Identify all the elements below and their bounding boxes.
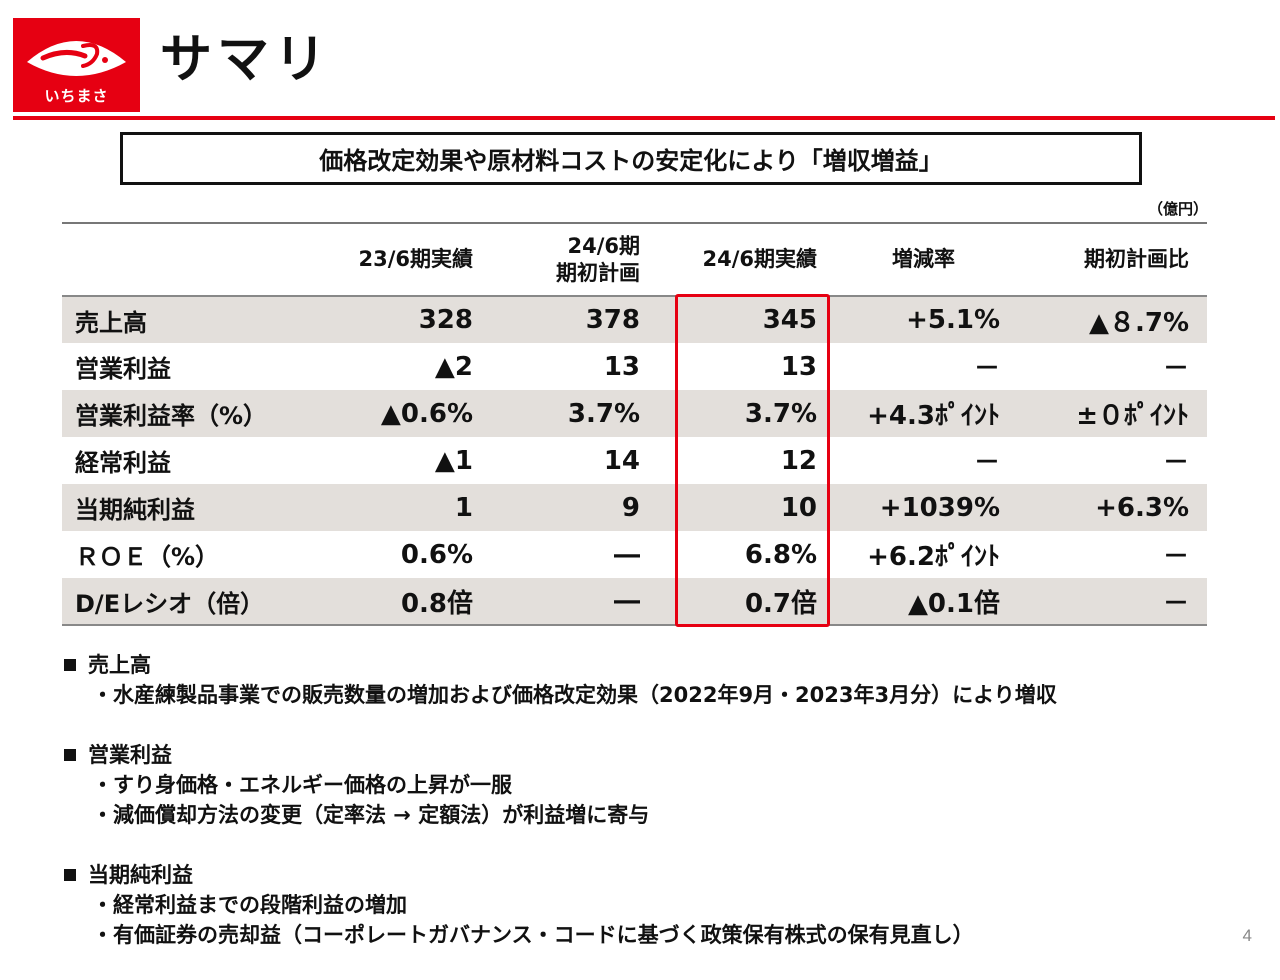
note-heading-text: 営業利益 [88,743,172,767]
square-bullet-icon [64,659,76,671]
table-row: 経常利益 ▲1 14 12 － － [62,437,1207,484]
table-cell: 0.7倍 [744,588,817,619]
note-heading: 売上高 [64,650,1244,680]
notes-section: 売上高・水産練製品事業での販売数量の増加および価格改定効果（2022年9月・20… [64,650,1244,980]
table-cell: +6.2ﾎﾟｲﾝﾄ [867,542,1000,572]
headline-text: 価格改定効果や原材料コストの安定化により「増収増益」 [319,147,943,175]
table-cell: 0.6% [400,539,473,570]
table-row: 売上高 328 378 345 +5.1% ▲８.7% [62,296,1207,343]
note-item: ・すり身価格・エネルギー価格の上昇が一服 [92,773,512,797]
logo-text: いちまさ [44,87,109,105]
table-cell: － [1162,588,1189,619]
row-label: D/Eレシオ（倍） [75,589,265,618]
row-label: ＲＯＥ（%） [75,543,220,571]
table-row: D/Eレシオ（倍） 0.8倍 ― 0.7倍 ▲0.1倍 － [62,578,1207,625]
header-cell: 24/6期 期初計画 [485,222,652,297]
unit-label: （億円） [1147,200,1208,218]
table-row: ＲＯＥ（%） 0.6% ― 6.8% +6.2ﾎﾟｲﾝﾄ － [62,531,1207,578]
table-cell: ― [614,539,640,570]
note-item: ・有価証券の売却益（コーポレートガバナンス・コードに基づく政策保有株式の保有見直… [92,923,974,947]
table-cell: － [1162,448,1189,478]
table-cell: 13 [603,351,640,382]
company-logo: いちまさ [13,18,140,112]
table-cell: +1039% [879,492,1000,523]
title-divider [13,116,1275,120]
row-label: 営業利益率（%） [75,402,268,430]
note-item: ・経常利益までの段階利益の増加 [92,893,407,917]
page-number: 4 [1242,926,1252,945]
note-section: 営業利益・すり身価格・エネルギー価格の上昇が一服・減価償却方法の変更（定率法 →… [64,740,1244,830]
row-label: 当期純利益 [75,496,195,524]
table-cell: ▲８.7% [1088,307,1189,338]
table-cell: 345 [762,305,817,335]
table-cell: 328 [418,305,473,335]
note-section: 売上高・水産練製品事業での販売数量の増加および価格改定効果（2022年9月・20… [64,650,1244,710]
square-bullet-icon [64,869,76,881]
table-row: 営業利益 ▲2 13 13 － － [62,343,1207,390]
table-cell: 14 [603,445,640,476]
table-cell: 0.8倍 [400,588,473,619]
square-bullet-icon [64,749,76,761]
table-cell: ▲2 [434,351,473,382]
note-section: 当期純利益・経常利益までの段階利益の増加・有価証券の売却益（コーポレートガバナン… [64,860,1244,950]
note-item: ・減価償却方法の変更（定率法 → 定額法）が利益増に寄与 [92,803,650,827]
table-cell: +5.1% [906,305,1000,335]
table-cell: ±０ﾎﾟｲﾝﾄ [1076,401,1189,431]
header-cell [62,222,315,297]
page-title: サマリ [160,30,332,90]
table-cell: － [973,448,1000,478]
header-cell: 24/6期実績 [652,222,835,297]
table-cell: 13 [780,351,817,382]
table-cell: － [1162,354,1189,384]
fan-emblem-icon [27,41,126,76]
note-heading-text: 当期純利益 [88,863,193,887]
note-heading: 当期純利益 [64,860,1244,890]
summary-table: 23/6期実績 24/6期 期初計画 24/6期実績 増減率 期初計画比 売上高 3… [62,222,1207,626]
table-cell: +4.3ﾎﾟｲﾝﾄ [867,401,1000,431]
row-label: 営業利益 [75,355,171,383]
header-cell: 23/6期実績 [315,222,485,297]
row-label: 経常利益 [75,449,171,477]
table-cell: 12 [780,445,817,476]
header-cell: 期初計画比 [1012,222,1207,297]
headline-box: 価格改定効果や原材料コストの安定化により「増収増益」 [120,132,1142,185]
table-row: 当期純利益 1 9 10 +1039% +6.3% [62,484,1207,531]
note-heading-text: 売上高 [88,653,151,677]
note-heading: 営業利益 [64,740,1244,770]
table-cell: ▲0.1倍 [907,588,1000,619]
highlight-frame [675,294,830,627]
table-cell: － [973,354,1000,384]
table-cell: 9 [621,492,640,523]
table-cell: 1 [454,492,473,523]
table-cell: － [1162,542,1189,572]
table-cell: +6.3% [1095,492,1189,523]
table-cell: 10 [780,492,817,523]
table-cell: ― [614,586,640,616]
table-cell: ▲1 [434,445,473,476]
table-cell: 6.8% [744,539,817,570]
table-cell: 3.7% [744,398,817,429]
note-item: ・水産練製品事業での販売数量の増加および価格改定効果（2022年9月・2023年… [92,683,1057,707]
row-label: 売上高 [75,308,147,337]
table-row: 営業利益率（%） ▲0.6% 3.7% 3.7% +4.3ﾎﾟｲﾝﾄ ±０ﾎﾟｲﾝﾄ [62,390,1207,437]
table-cell: 378 [585,305,640,335]
table-cell: 3.7% [567,398,640,429]
header-cell: 増減率 [835,222,1012,297]
table-header-row: 23/6期実績 24/6期 期初計画 24/6期実績 増減率 期初計画比 [62,222,1207,297]
table-cell: ▲0.6% [380,398,473,429]
